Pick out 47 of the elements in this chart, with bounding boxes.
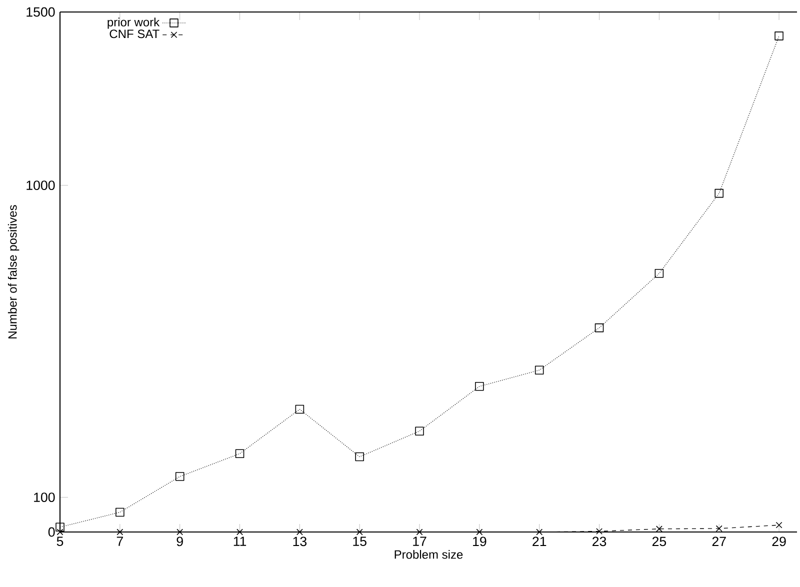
x-tick-label: 7 (116, 536, 123, 546)
point (654, 268, 664, 278)
point (716, 525, 722, 532)
y-tick-label: 100 (34, 492, 55, 502)
x-tick-label: 5 (56, 536, 64, 546)
legend-label: prior work (108, 18, 160, 29)
point (656, 526, 662, 532)
x-axis-title: Problem size (394, 550, 463, 559)
point (235, 449, 244, 458)
x-tick-label: 27 (712, 536, 726, 546)
point (475, 382, 484, 391)
point (476, 528, 483, 536)
x-tick-label: 19 (473, 536, 486, 546)
point (774, 32, 784, 40)
point (236, 528, 243, 536)
point (296, 528, 303, 536)
point (175, 472, 184, 481)
x-tick-label: 11 (234, 536, 246, 546)
x-tick-label: 17 (413, 536, 426, 546)
point (714, 188, 724, 198)
x-tick-label: 13 (293, 536, 307, 546)
point (536, 528, 543, 536)
y-tick-label: 0 (48, 527, 55, 537)
point (596, 528, 602, 535)
x-tick-label: 29 (772, 536, 786, 546)
x-tick-label: 23 (592, 536, 606, 546)
x-tick-label: 15 (353, 536, 366, 546)
y-tick-label: 1500 (26, 7, 55, 17)
point (176, 528, 184, 536)
legend-label: CNF SAT (110, 30, 160, 38)
point (295, 404, 304, 414)
y-tick-label: 1000 (26, 180, 55, 190)
point (776, 522, 782, 528)
point (415, 426, 424, 436)
point (355, 452, 364, 462)
point (56, 528, 64, 536)
point (116, 528, 124, 536)
y-axis-title: Number of false positives (8, 205, 20, 338)
x-tick-label: 25 (652, 536, 666, 546)
point (116, 508, 124, 517)
point (56, 522, 64, 532)
point (594, 323, 604, 332)
x-tick-label: 21 (532, 536, 546, 546)
point (534, 366, 544, 375)
x-tick-label: 9 (176, 536, 183, 546)
point (356, 528, 363, 536)
point (416, 528, 423, 536)
